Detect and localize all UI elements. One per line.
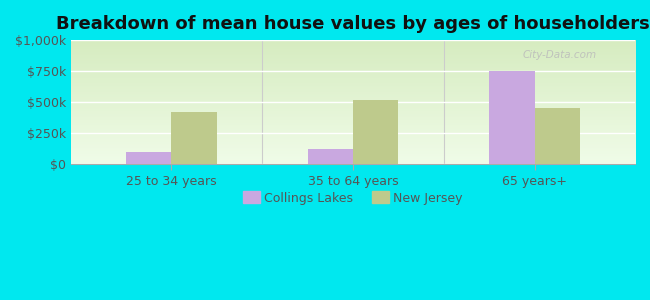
Bar [353,100,398,164]
Legend: Collings Lakes, New Jersey: Collings Lakes, New Jersey [238,187,468,210]
Bar [171,112,216,164]
Bar [535,108,580,164]
Title: Breakdown of mean house values by ages of householders: Breakdown of mean house values by ages o… [56,15,650,33]
Bar [307,149,353,164]
Text: City-Data.com: City-Data.com [522,50,596,60]
Bar [125,152,171,164]
Bar [489,71,535,164]
